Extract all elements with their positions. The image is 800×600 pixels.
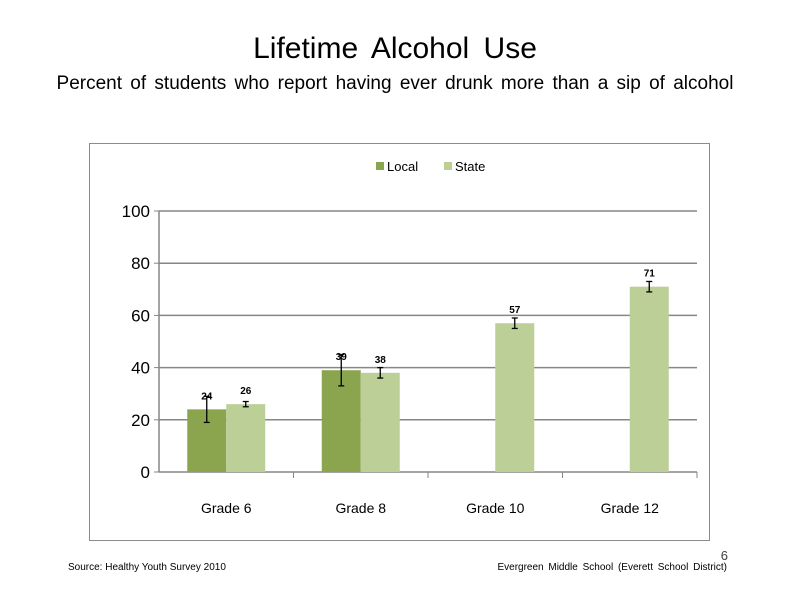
bar-state	[360, 372, 400, 472]
legend-swatch-local	[376, 162, 384, 170]
x-tick-label: Grade 12	[601, 500, 660, 516]
bar-state	[629, 286, 669, 472]
legend-swatch-state	[444, 162, 452, 170]
x-tick-label: Grade 10	[466, 500, 525, 516]
slide-subtitle: Percent of students who report having ev…	[56, 73, 734, 94]
bar-chart: 0 20 40 60 80 100 Grade 6 Grade 8 Grade 10 Grade …	[122, 159, 698, 516]
data-label: 24	[201, 391, 213, 402]
school-name: Evergreen Middle School (Everett School …	[497, 562, 727, 573]
bar-state	[226, 404, 266, 472]
x-tick-label: Grade 8	[335, 500, 386, 516]
data-label: 38	[375, 355, 387, 366]
slide-title: Lifetime Alcohol Use	[253, 32, 537, 65]
chart-area: 0 20 40 60 80 100 Grade 6 Grade 8 Grade 10 Grade …	[89, 143, 710, 541]
y-tick-label: 100	[122, 202, 150, 221]
data-label: 26	[240, 386, 252, 397]
bar-state	[495, 323, 535, 472]
y-tick-label: 20	[131, 411, 150, 430]
data-label: 71	[644, 269, 656, 280]
legend-label-local: Local	[387, 159, 418, 174]
legend-label-state: State	[455, 159, 485, 174]
bar-local	[321, 370, 361, 472]
y-tick-label: 80	[131, 254, 150, 273]
y-tick-label: 0	[141, 463, 150, 482]
data-label: 57	[509, 305, 521, 316]
y-tick-label: 60	[131, 306, 150, 325]
y-tick-label: 40	[131, 359, 150, 378]
data-label: 39	[336, 352, 348, 363]
source-note: Source: Healthy Youth Survey 2010	[68, 562, 226, 573]
x-tick-label: Grade 6	[201, 500, 252, 516]
slide-number: 6	[720, 548, 728, 563]
